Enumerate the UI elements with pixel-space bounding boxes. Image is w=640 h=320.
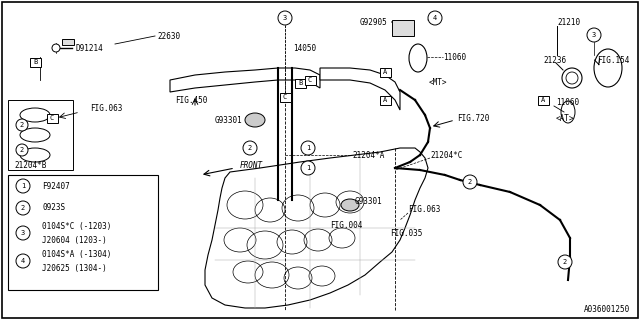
Text: 1: 1 xyxy=(306,165,310,171)
Text: A: A xyxy=(541,97,545,103)
Text: 21236: 21236 xyxy=(543,55,566,65)
Text: FIG.154: FIG.154 xyxy=(597,55,629,65)
Text: C: C xyxy=(283,94,287,100)
Bar xyxy=(62,39,74,45)
Circle shape xyxy=(16,201,30,215)
Text: FRONT: FRONT xyxy=(240,161,263,170)
Text: B: B xyxy=(298,80,302,86)
Circle shape xyxy=(278,11,292,25)
Ellipse shape xyxy=(245,113,265,127)
Bar xyxy=(8,175,158,290)
Text: 21204*A: 21204*A xyxy=(352,150,385,159)
Bar xyxy=(8,100,73,170)
Circle shape xyxy=(463,175,477,189)
Polygon shape xyxy=(320,68,400,110)
Text: G93301: G93301 xyxy=(215,116,243,124)
Text: FIG.720: FIG.720 xyxy=(457,114,490,123)
Text: G93301: G93301 xyxy=(355,197,383,206)
Text: 3: 3 xyxy=(592,32,596,38)
Circle shape xyxy=(587,28,601,42)
Bar xyxy=(380,68,390,76)
Circle shape xyxy=(428,11,442,25)
Circle shape xyxy=(16,144,28,156)
Text: 21204*C: 21204*C xyxy=(430,150,462,159)
Circle shape xyxy=(566,72,578,84)
Text: 3: 3 xyxy=(283,15,287,21)
Text: 2: 2 xyxy=(248,145,252,151)
Bar xyxy=(380,95,390,105)
Text: 0923S: 0923S xyxy=(42,204,65,212)
Text: J20604 (1203-): J20604 (1203-) xyxy=(42,236,107,244)
Text: 4: 4 xyxy=(433,15,437,21)
Circle shape xyxy=(16,226,30,240)
Circle shape xyxy=(243,141,257,155)
Text: F92407: F92407 xyxy=(42,181,70,190)
Text: 3: 3 xyxy=(21,230,25,236)
Circle shape xyxy=(562,68,582,88)
Ellipse shape xyxy=(341,199,359,211)
Text: A036001250: A036001250 xyxy=(584,306,630,315)
Text: 2: 2 xyxy=(468,179,472,185)
Circle shape xyxy=(16,179,30,193)
Text: D91214: D91214 xyxy=(75,44,103,52)
Circle shape xyxy=(52,44,60,52)
Text: 0104S*A (-1304): 0104S*A (-1304) xyxy=(42,250,111,259)
Text: 2: 2 xyxy=(21,205,25,211)
Text: FIG.035: FIG.035 xyxy=(390,228,422,237)
Bar xyxy=(280,92,291,101)
Text: 2: 2 xyxy=(563,259,567,265)
Text: 11060: 11060 xyxy=(556,98,579,107)
Text: 4: 4 xyxy=(21,258,25,264)
Circle shape xyxy=(301,161,315,175)
Text: G92905: G92905 xyxy=(360,18,388,27)
Circle shape xyxy=(301,141,315,155)
Text: B: B xyxy=(33,59,37,65)
Text: 2: 2 xyxy=(20,122,24,128)
Circle shape xyxy=(16,119,28,131)
Text: <MT>: <MT> xyxy=(429,77,447,86)
Bar xyxy=(29,58,40,67)
Text: FIG.004: FIG.004 xyxy=(330,220,362,229)
Text: <AT>: <AT> xyxy=(556,114,575,123)
Bar xyxy=(392,20,414,36)
Circle shape xyxy=(558,255,572,269)
Circle shape xyxy=(16,254,30,268)
Bar xyxy=(47,114,58,123)
Text: J20625 (1304-): J20625 (1304-) xyxy=(42,263,107,273)
Bar xyxy=(294,78,305,87)
Text: 11060: 11060 xyxy=(443,52,466,61)
Text: 14050: 14050 xyxy=(293,44,316,52)
Polygon shape xyxy=(205,148,428,308)
Text: C: C xyxy=(50,115,54,121)
Text: FIG.063: FIG.063 xyxy=(90,103,122,113)
Text: C: C xyxy=(308,77,312,83)
Text: FIG.450: FIG.450 xyxy=(175,95,207,105)
Polygon shape xyxy=(170,68,320,92)
Bar xyxy=(305,76,316,84)
Text: 1: 1 xyxy=(21,183,25,189)
Text: 2: 2 xyxy=(20,147,24,153)
Text: A: A xyxy=(383,97,387,103)
Text: 21204*B: 21204*B xyxy=(14,161,46,170)
Text: 0104S*C (-1203): 0104S*C (-1203) xyxy=(42,221,111,230)
Text: A: A xyxy=(383,69,387,75)
Text: FIG.063: FIG.063 xyxy=(408,205,440,214)
Text: 1: 1 xyxy=(306,145,310,151)
Text: 22630: 22630 xyxy=(157,31,180,41)
Text: 21210: 21210 xyxy=(557,18,580,27)
Bar xyxy=(538,95,548,105)
